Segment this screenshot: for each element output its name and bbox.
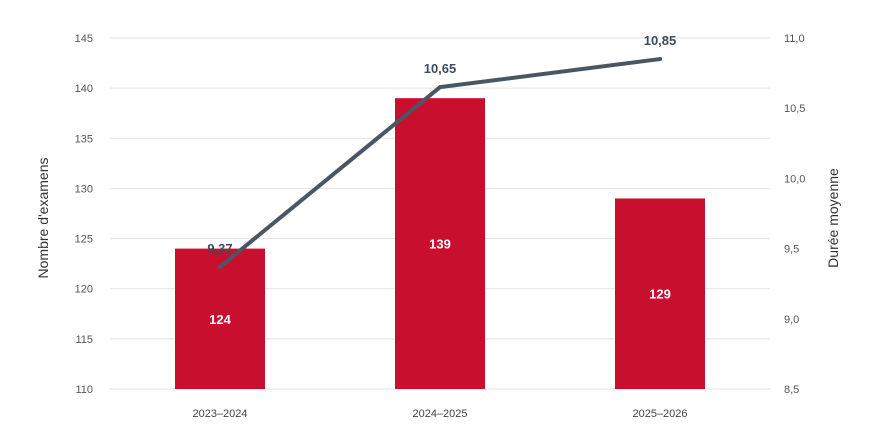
y-tick-label: 110 <box>75 384 93 396</box>
line-point <box>438 85 442 90</box>
x-category-label: 2025–2026 <box>632 408 687 420</box>
y2-tick-label: 10,0 <box>784 173 805 185</box>
y2-tick-label: 8,5 <box>784 384 799 396</box>
y2-tick-label: 10,5 <box>784 103 805 115</box>
y-tick-label: 125 <box>75 234 93 246</box>
y2-tick-label: 9,5 <box>784 244 799 256</box>
y-axis-title: Nombre d'examens <box>35 158 51 279</box>
bar <box>615 198 705 389</box>
y-tick-label: 140 <box>75 83 93 95</box>
line-value-label: 9,37 <box>207 241 232 256</box>
line-value-label: 10,65 <box>424 61 457 76</box>
y-tick-label: 120 <box>75 284 93 296</box>
x-category-label: 2023–2024 <box>192 408 247 420</box>
y-tick-label: 130 <box>75 183 93 195</box>
line-point <box>658 57 662 62</box>
bar <box>395 98 485 390</box>
y2-axis-title: Durée moyenne <box>825 168 841 268</box>
line-value-label: 10,85 <box>644 33 677 48</box>
bar-value-label: 129 <box>649 287 671 302</box>
bar <box>175 248 265 389</box>
bar-series: 124 139 129 <box>175 98 705 390</box>
line-series: 9,37 10,65 10,85 <box>207 33 676 269</box>
y-tick-label: 135 <box>75 133 93 145</box>
bar-value-label: 139 <box>429 237 451 252</box>
y-tick-label: 145 <box>75 33 93 45</box>
y-tick-label: 115 <box>75 334 93 346</box>
category-labels: 2023–2024 2024–2025 2025–2026 <box>192 408 687 420</box>
y2-tick-label: 11,0 <box>784 33 805 45</box>
y2-tick-label: 9,0 <box>784 314 799 326</box>
bar-value-label: 124 <box>209 312 231 327</box>
left-axis-ticks: 110 115 120 125 130 135 140 145 <box>75 33 93 396</box>
line-point <box>218 264 222 269</box>
x-category-label: 2024–2025 <box>412 408 467 420</box>
right-axis-ticks: 8,5 9,0 9,5 10,0 10,5 11,0 <box>784 33 805 396</box>
